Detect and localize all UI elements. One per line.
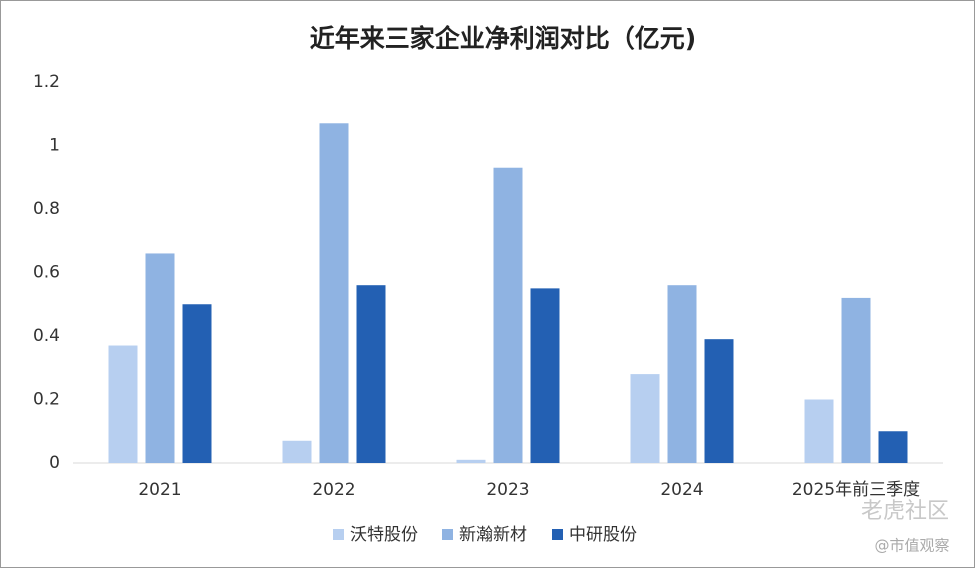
- bar: [145, 253, 175, 463]
- x-tick-label: 2022: [312, 480, 355, 500]
- bar: [530, 288, 560, 463]
- x-tick-label: 2024: [660, 480, 703, 500]
- legend-label: 新瀚新材: [459, 525, 527, 545]
- bar: [630, 374, 660, 463]
- bar: [667, 285, 697, 463]
- legend-label: 沃特股份: [350, 525, 418, 545]
- bar: [841, 297, 871, 463]
- y-tick-label: 0.8: [33, 199, 60, 219]
- y-tick-label: 0.6: [33, 263, 60, 283]
- y-tick-label: 0.4: [33, 326, 60, 346]
- bar: [282, 440, 312, 463]
- y-tick-label: 0: [49, 453, 60, 473]
- y-tick-label: 1: [49, 136, 60, 156]
- x-tick-label: 2025年前三季度: [792, 480, 920, 500]
- bar: [356, 285, 386, 463]
- watermark: @市值观察: [874, 537, 949, 555]
- bar: [804, 399, 834, 463]
- bar: [182, 304, 212, 463]
- x-tick-label: 2023: [486, 480, 529, 500]
- chart-title: 近年来三家企业净利润对比（亿元): [310, 24, 696, 53]
- legend-swatch: [442, 529, 453, 540]
- bar: [704, 339, 734, 463]
- legend-label: 中研股份: [569, 525, 637, 545]
- legend-swatch: [552, 529, 563, 540]
- y-tick-label: 1.2: [33, 72, 60, 92]
- y-tick-label: 0.2: [33, 390, 60, 410]
- bar: [108, 345, 138, 463]
- x-tick-label: 2021: [138, 480, 181, 500]
- bar: [878, 431, 908, 463]
- legend-swatch: [333, 529, 344, 540]
- watermark: 老虎社区: [861, 499, 949, 524]
- bar: [319, 123, 349, 464]
- bar: [456, 459, 486, 463]
- bar: [493, 167, 523, 463]
